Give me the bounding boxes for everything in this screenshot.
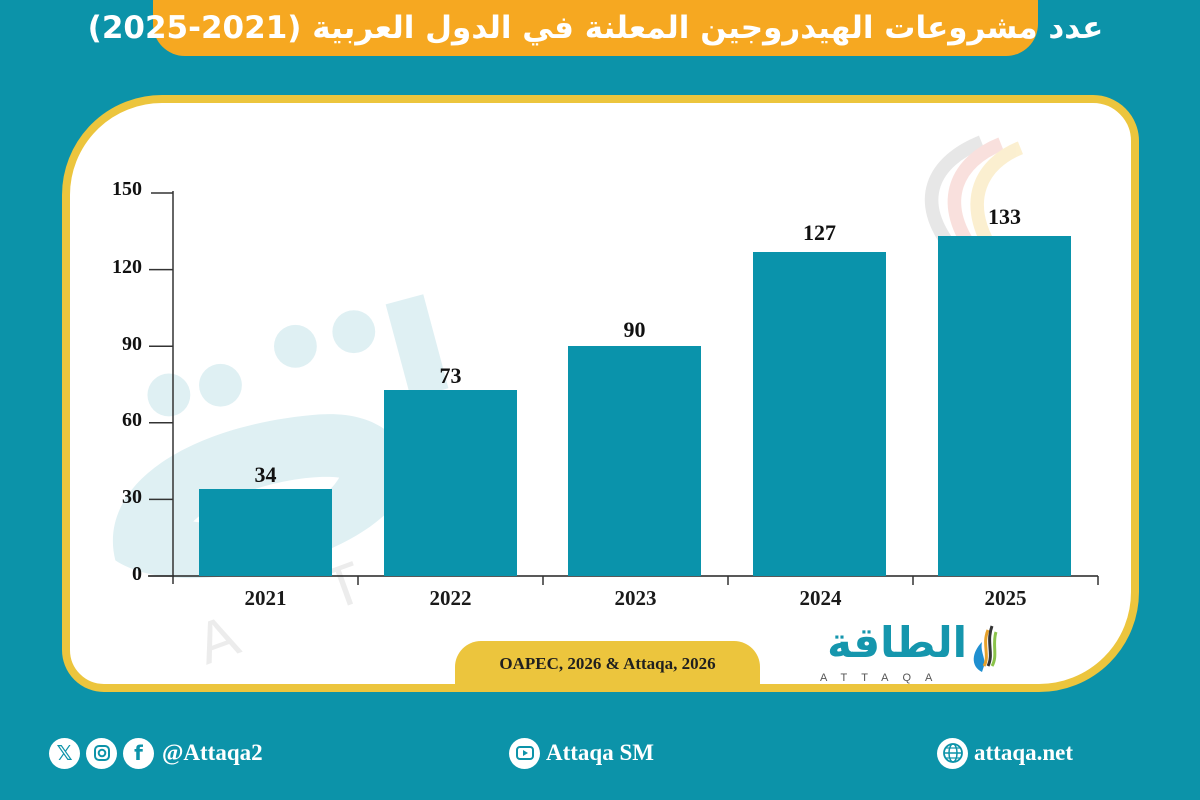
flame-drop-icon [973,625,998,672]
source-label: OAPEC, 2026 & Attaqa, 2026 [455,641,760,687]
bar-2022 [384,390,517,576]
bar-2024 [753,252,886,576]
x-tick-label: 2023 [614,586,657,610]
globe-icon[interactable] [937,737,968,769]
social-handle[interactable]: @Attaqa2 [162,740,263,765]
logo-english: ATTAQA [820,672,947,684]
bar-value-label: 127 [803,220,836,245]
x-icon[interactable]: 𝕏 [49,737,80,769]
social-links: 𝕏 f @Attaqa2 [49,733,263,773]
youtube-icon[interactable] [509,737,540,769]
website-link[interactable]: attaqa.net [937,733,1073,773]
bar-value-label: 133 [988,204,1021,229]
bar-2023 [568,346,701,576]
y-tick-label: 120 [112,256,142,278]
title-banner: عدد مشروعات الهيدروجين المعلنة في الدول … [88,0,1103,56]
facebook-icon[interactable]: f [123,737,154,769]
y-tick-label: 60 [122,409,142,431]
attaqa-logo: الطاقة ATTAQA [812,618,1012,688]
bar-value-label: 90 [623,317,646,342]
logo-arabic: الطاقة [827,618,967,667]
y-tick-label: 30 [122,486,142,508]
x-tick-label: 2024 [799,586,842,610]
youtube-channel[interactable]: Attaqa SM [546,740,654,765]
x-tick-label: 2022 [429,586,472,610]
y-tick-label: 90 [122,333,142,355]
website-url[interactable]: attaqa.net [974,740,1074,765]
x-tick-label: 2021 [244,586,287,610]
bar-2021 [199,489,332,576]
bar-value-label: 73 [439,363,462,388]
bar-value-label: 34 [254,462,277,487]
y-tick-label: 150 [112,178,142,200]
instagram-icon[interactable] [86,737,117,769]
x-tick-label: 2025 [984,586,1027,610]
chart-title: عدد مشروعات الهيدروجين المعلنة في الدول … [87,10,1104,46]
y-tick-label: 0 [132,563,142,585]
bar-2025 [938,236,1071,576]
youtube-link[interactable]: Attaqa SM [509,733,654,773]
